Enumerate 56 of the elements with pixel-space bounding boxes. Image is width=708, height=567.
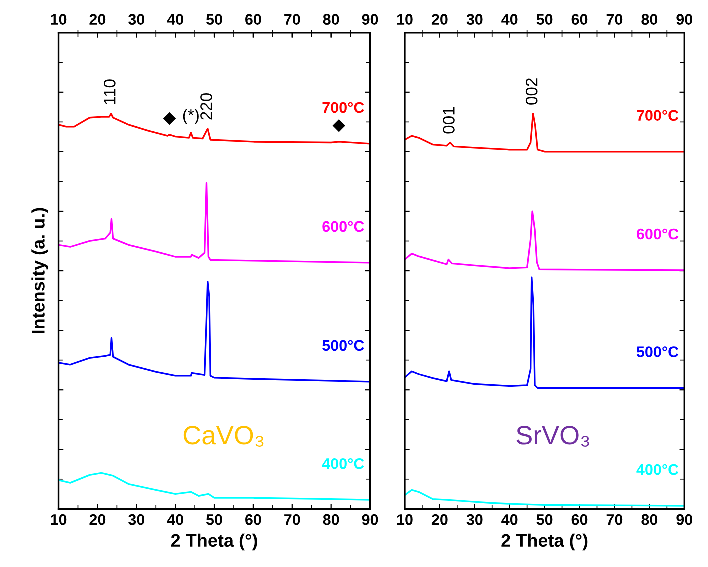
x2-tick-label: 60 xyxy=(572,14,588,26)
series-label: 500°C xyxy=(322,340,364,352)
x2-tick-label: 30 xyxy=(466,14,483,26)
x-tick-label: 80 xyxy=(642,514,658,526)
x2-tick-label: 40 xyxy=(502,14,518,26)
annotation: 002 xyxy=(526,78,538,105)
x-tick-label: 30 xyxy=(466,514,483,526)
series-label: 600°C xyxy=(322,221,364,232)
x-tick-label: 30 xyxy=(128,514,145,526)
x-tick-label: 50 xyxy=(206,514,222,526)
x2-tick-label: 70 xyxy=(284,14,300,26)
x2-tick-label: 20 xyxy=(90,14,106,26)
x-axis-title: 2 Theta (°) xyxy=(171,534,258,551)
x2-tick-label: 40 xyxy=(167,14,184,26)
text: 500°C xyxy=(636,346,679,358)
series-label: 700°C xyxy=(322,102,364,114)
annotation: ◆ xyxy=(163,112,176,126)
annotation: 220 xyxy=(200,93,212,120)
x-tick-label: 60 xyxy=(572,514,588,526)
x2-tick-label: 80 xyxy=(323,14,340,26)
x2-tick-label: 10 xyxy=(51,14,67,26)
x-tick-label: 70 xyxy=(606,514,623,526)
x2-tick-label: 80 xyxy=(642,14,658,26)
x-tick-label: 10 xyxy=(397,514,413,526)
x-tick-label: 60 xyxy=(246,514,262,526)
text: 700°C xyxy=(637,110,679,122)
x-tick-label: 90 xyxy=(676,514,693,526)
x-axis-title: 2 Theta (°) xyxy=(502,534,588,551)
x2-tick-label: 50 xyxy=(206,14,222,26)
series-label: 400°C xyxy=(636,464,679,476)
x-tick-label: 40 xyxy=(502,514,518,526)
x2-tick-label: 10 xyxy=(397,14,413,26)
x-tick-label: 90 xyxy=(362,514,378,526)
x-tick-label: 20 xyxy=(90,514,106,526)
x-tick-label: 50 xyxy=(536,514,553,526)
x2-tick-label: 90 xyxy=(362,14,378,26)
annotation: 110 xyxy=(104,80,116,104)
x2-tick-label: 30 xyxy=(128,14,145,26)
x2-tick-label: 70 xyxy=(606,14,623,26)
x-tick-label: 10 xyxy=(51,514,67,526)
text: CaVO₃ xyxy=(184,426,264,447)
annotation: (*) xyxy=(183,109,199,125)
annotation: 001 xyxy=(443,107,455,134)
text: SrVO₃ xyxy=(516,426,590,447)
x2-tick-label: 50 xyxy=(536,14,553,26)
series-label: 400°C xyxy=(322,458,364,470)
x2-tick-label: 90 xyxy=(676,14,693,26)
x2-tick-label: 60 xyxy=(246,14,262,26)
x2-tick-label: 20 xyxy=(432,14,448,26)
annotation: ◆ xyxy=(332,119,346,132)
x-tick-label: 40 xyxy=(167,514,184,526)
x-tick-label: 20 xyxy=(432,514,448,526)
y-axis-title: Intensity (a. u.) xyxy=(32,208,48,334)
x-tick-label: 80 xyxy=(323,514,340,526)
x-tick-label: 70 xyxy=(284,514,300,526)
series-label: 600°C xyxy=(637,228,679,240)
